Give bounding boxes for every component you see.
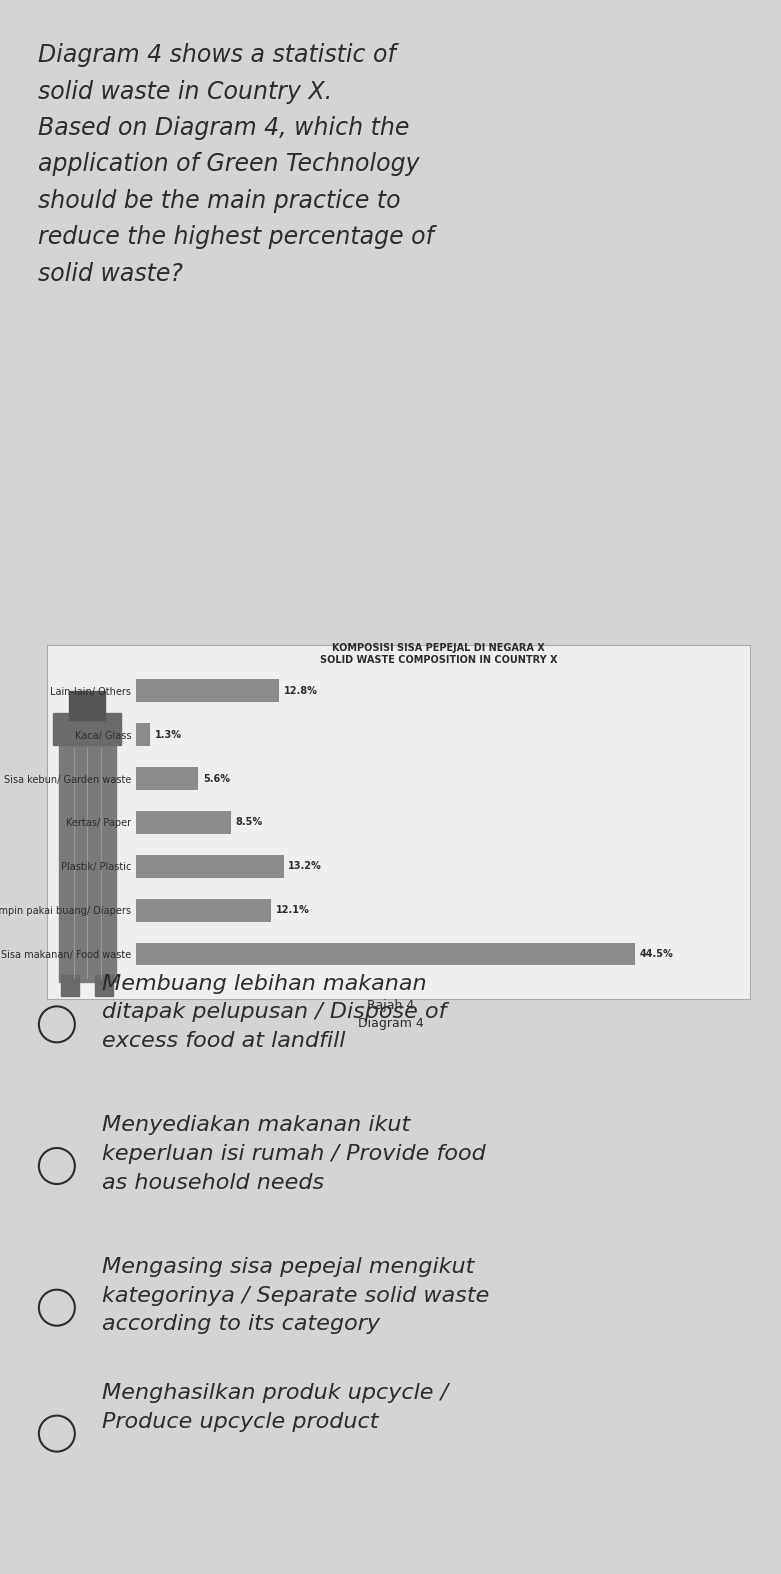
Text: 5.6%: 5.6%	[203, 773, 230, 784]
Text: 13.2%: 13.2%	[288, 861, 322, 872]
Text: Menghasilkan produk upcycle /
Produce upcycle product: Menghasilkan produk upcycle / Produce up…	[102, 1382, 448, 1432]
Text: Diagram 4 shows a statistic of
solid waste in Country X.
Based on Diagram 4, whi: Diagram 4 shows a statistic of solid was…	[38, 44, 434, 285]
Bar	[136, 724, 150, 746]
Bar	[136, 943, 635, 965]
Text: 44.5%: 44.5%	[640, 949, 673, 959]
Text: 12.1%: 12.1%	[276, 905, 309, 914]
Text: 1.3%: 1.3%	[155, 730, 182, 740]
Bar	[95, 974, 113, 996]
Bar	[136, 855, 284, 878]
Text: Mengasing sisa pepejal mengikut
kategorinya / Separate solid waste
according to : Mengasing sisa pepejal mengikut kategori…	[102, 1256, 489, 1335]
Text: 12.8%: 12.8%	[284, 686, 318, 696]
Bar	[70, 691, 105, 719]
Title: KOMPOSISI SISA PEPEJAL DI NEGARA X
SOLID WASTE COMPOSITION IN COUNTRY X: KOMPOSISI SISA PEPEJAL DI NEGARA X SOLID…	[320, 644, 558, 666]
Text: Menyediakan makanan ikut
keperluan isi rumah / Provide food
as household needs: Menyediakan makanan ikut keperluan isi r…	[102, 1114, 486, 1193]
Bar	[62, 974, 79, 996]
Text: 8.5%: 8.5%	[235, 817, 262, 828]
Bar	[53, 713, 121, 745]
Bar	[136, 767, 198, 790]
Text: Rajah 4
Diagram 4: Rajah 4 Diagram 4	[358, 999, 423, 1031]
Bar	[136, 811, 231, 834]
Text: Membuang lebihan makanan
ditapak pelupusan / Dispose of
excess food at landfill: Membuang lebihan makanan ditapak pelupus…	[102, 973, 447, 1051]
Bar	[59, 733, 116, 982]
Bar	[136, 680, 280, 702]
Bar	[136, 899, 271, 921]
